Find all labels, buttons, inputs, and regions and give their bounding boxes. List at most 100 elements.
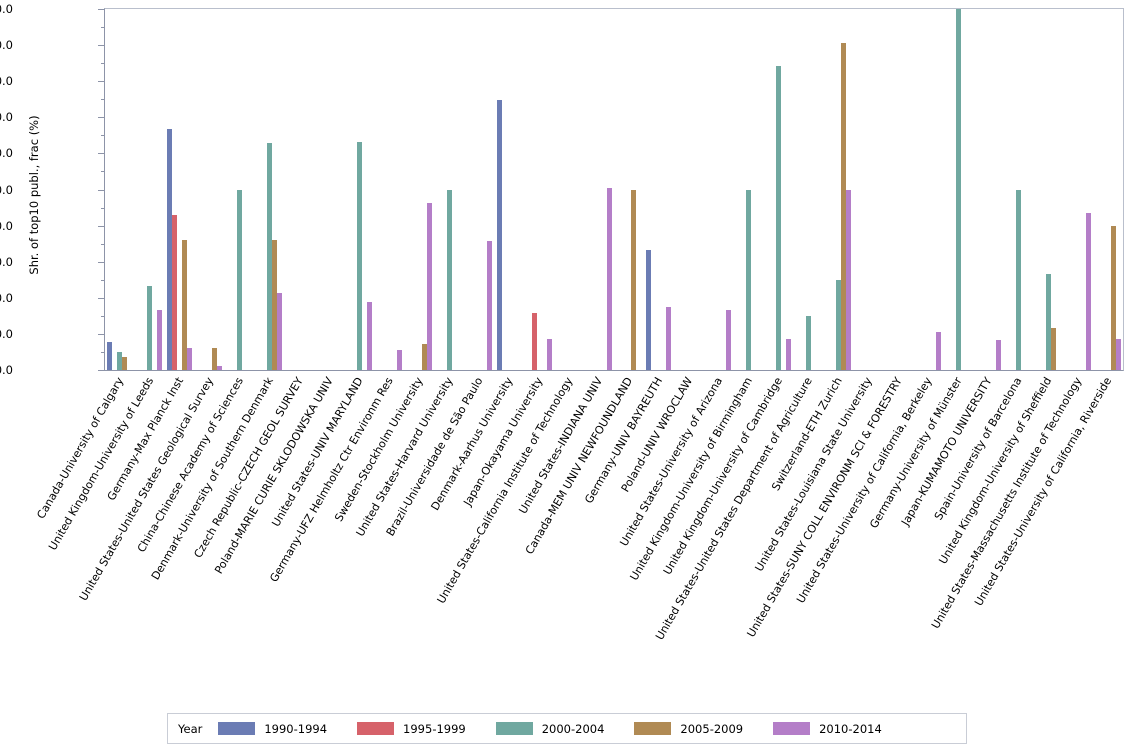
bar-group [374,9,404,370]
y-tick-mark-minor [101,63,105,65]
x-tick-label: United States-University of Arizona [617,375,726,549]
x-tick-label: Brazil-Universidade de São Paulo [383,375,486,539]
bar-group [614,9,644,370]
bar [272,239,278,370]
bar [217,366,223,370]
x-tick-label: United States-Louisiana State University [752,375,875,574]
bar [212,347,218,370]
bar [426,202,432,370]
legend-label: 1995-1999 [403,721,466,736]
bar [421,344,427,370]
bar [107,341,113,370]
y-tick-mark [98,189,105,191]
bar [147,286,153,370]
x-tick-label: Sweden-Stockholm University [332,375,426,524]
x-tick-label: Denmark-University of Southern Denmark [148,375,276,583]
y-tick-mark-minor [101,279,105,281]
bar [666,307,672,370]
y-tick-mark [98,45,105,47]
bar-group [883,9,913,370]
bar-group [494,9,524,370]
bar [237,189,243,370]
y-axis-title: Shr. of top10 publ., frac (%) [27,115,41,275]
x-tick-label: Germany-University of Münster [867,375,965,531]
bar-group [255,9,285,370]
y-tick-mark [98,297,105,299]
y-tick-label: 30.0 [0,254,13,269]
x-tick-label: United Kingdom-University of Sheffield [936,375,1055,567]
legend-color-swatch [218,722,256,735]
legend-entry[interactable]: 2000-2004 [495,722,604,736]
x-tick-label: Switzerland-ETH Zurich [769,375,845,493]
y-tick-mark-minor [101,207,105,209]
x-tick-label: United States-United States Geological S… [76,375,217,604]
legend-label: 2005-2009 [680,721,744,736]
bar [366,301,372,370]
y-tick-label: 80.0 [0,74,13,89]
bar-group [135,9,165,370]
x-tick-label: Poland-UNIV WROCLAW [618,375,696,495]
y-tick-label: 10.0 [0,326,13,341]
bar-group [794,9,824,370]
bar-group [1093,9,1123,370]
x-tick-label: Canada-MEM UNIV NEWFOUNDLAND [522,375,636,557]
bar [726,310,732,370]
x-tick-label: United States-University of California, … [972,375,1115,609]
bar [122,357,128,370]
bar-group [913,9,943,370]
y-tick-mark [98,370,105,371]
bar [1115,338,1121,370]
bar [631,189,637,370]
bar-group [165,9,195,370]
bar [841,42,847,370]
bar [546,339,552,370]
bar-group [973,9,1003,370]
bar [356,141,362,370]
bar [846,189,852,370]
legend-label: 2010-2014 [819,721,882,736]
bar [187,347,193,370]
bar [277,293,283,370]
legend-entries: 1990-1994 1995-1999 2000-2004 2005-2009 2010… [218,722,911,736]
x-tick-label: Poland-MARIE CURIE SKLODOWSKA UNIV [212,375,336,577]
bar-group [1063,9,1093,370]
bar [446,189,452,370]
bar [157,310,163,370]
bar-group [734,9,764,370]
x-tick-label: United States-Harvard University [353,375,456,539]
bar [1045,273,1051,370]
x-tick-label: Japan-Okayama University [461,375,546,509]
y-tick-mark-minor [101,27,105,29]
legend-entry[interactable]: 1995-1999 [357,722,466,736]
bar-group [644,9,674,370]
plot-area: 0.0 10.0 20.0 30.0 40.0 50.0 60.0 70.0 80.0 90.0 1… [0,2,1124,377]
y-tick-label: 90.0 [0,38,13,53]
y-tick-label: 40.0 [0,218,13,233]
y-tick-mark [98,81,105,83]
legend-entry[interactable]: 2005-2009 [634,722,743,736]
bar [995,340,1001,370]
legend-color-swatch [634,722,672,735]
bar-group [195,9,225,370]
bar [955,9,961,370]
y-tick-mark-minor [101,351,105,353]
y-tick-mark-minor [101,135,105,137]
y-tick-mark-minor [101,99,105,101]
legend-label: 1990-1994 [264,721,328,736]
bar [182,239,188,370]
bar-group [584,9,614,370]
bar-group [554,9,584,370]
x-tick-label: Canada-University of Calgary [34,375,127,522]
y-tick-label: 0.0 [0,363,13,377]
bar [172,215,178,370]
bar-group [524,9,554,370]
legend-color-swatch [495,722,533,735]
x-tick-label: Germany-UFZ Helmholtz Ctr Environm Res [267,375,396,585]
legend-color-swatch [357,722,395,735]
x-tick-label: United States-SUNY COLL ENVIRONM SCI & F… [744,375,905,640]
bar-group [434,9,464,370]
bar-group [824,9,854,370]
legend-entry[interactable]: 1990-1994 [218,722,327,736]
legend-entry[interactable]: 2010-2014 [773,722,882,736]
